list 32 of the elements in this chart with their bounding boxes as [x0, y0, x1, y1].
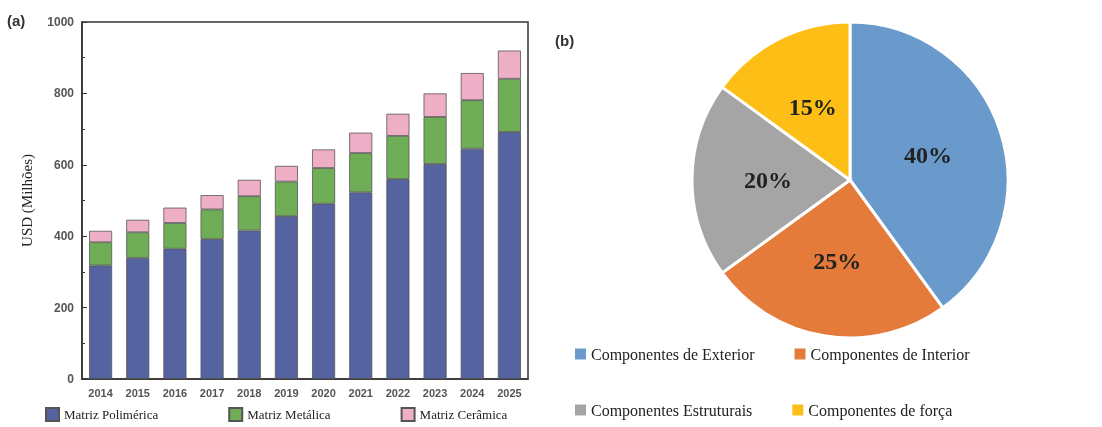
- x-tick-label: 2017: [199, 386, 225, 399]
- text: (b): [555, 32, 575, 49]
- x-tick-label: 2020: [311, 386, 336, 399]
- y-tick-label: 200: [53, 300, 75, 315]
- x-tick-label: 2019: [274, 386, 299, 399]
- x-tick-label: 2024: [460, 386, 486, 399]
- chart-title: (a): [7, 12, 26, 29]
- x-tick-label: 2016: [162, 386, 188, 399]
- data-label: 40%: [903, 141, 952, 168]
- data-label: 20%: [744, 167, 792, 193]
- legend-label: Matriz Cerâmica: [419, 407, 508, 422]
- y-tick-label: 800: [53, 86, 75, 101]
- x-tick-label: 2014: [88, 386, 114, 399]
- y-tick-label: 0: [67, 372, 75, 386]
- legend-label: Componentes de Interior: [810, 345, 971, 364]
- x-tick-label: 2015: [125, 386, 150, 399]
- legend-label: Matriz Metálica: [247, 407, 331, 422]
- data-label: 25%: [813, 247, 862, 274]
- y-tick-label: 400: [53, 229, 75, 244]
- y-tick-label: 1000: [47, 15, 75, 29]
- data-label: 15%: [788, 93, 837, 120]
- y-axis-title: USD (Milhões): [18, 154, 36, 247]
- legend-label: Componentes de Exterior: [591, 345, 756, 364]
- legend-label: Componentes de força: [808, 401, 953, 420]
- legend-label: Componentes Estruturais: [591, 401, 753, 420]
- x-tick-label: 2021: [348, 386, 373, 399]
- legend-label: Matriz Polimérica: [64, 407, 159, 422]
- y-tick-label: 600: [53, 157, 75, 172]
- x-tick-label: 2022: [385, 386, 411, 399]
- x-tick-label: 2018: [237, 386, 262, 399]
- x-tick-label: 2023: [422, 386, 448, 399]
- x-tick-label: 2025: [497, 386, 522, 399]
